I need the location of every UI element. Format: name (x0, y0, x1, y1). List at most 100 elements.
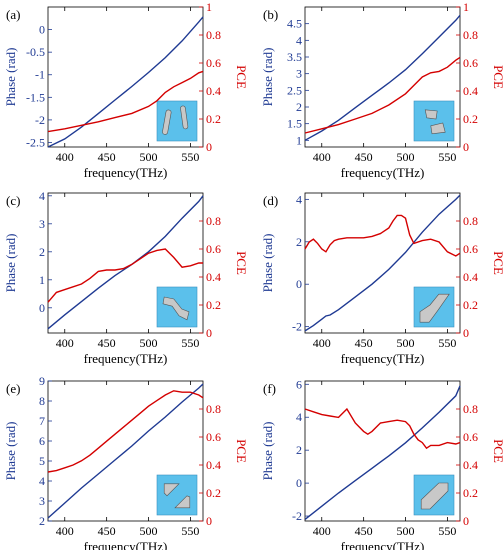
chart-panel-a: 400 450 500 550 -2.5 -2 -1.5 -1 -0.5 0 0 0.2 0.4 0.6 0… (3, 0, 249, 180)
chart-panel-c: 400 450 500 550 0 1 2 3 4 0 0.2 0.4 0.6 0.8 (c) frequen… (3, 189, 249, 366)
x-tick-label: 450 (98, 524, 116, 538)
s-bar-icon (156, 286, 198, 328)
x-tick-label: 450 (355, 524, 373, 538)
pce-series-line (47, 248, 203, 303)
panel-label: (c) (6, 193, 20, 208)
x-tick-label: 400 (313, 524, 331, 538)
y-left-tick-label: 0 (296, 476, 302, 490)
y-left-tick-label: -2.5 (26, 135, 45, 149)
x-tick-label: 500 (140, 150, 158, 164)
y-right-tick-label: 1 (463, 0, 469, 14)
x-tick-label: 550 (438, 336, 456, 350)
two-blocks-icon (413, 100, 455, 142)
y-right-tick-label: 0.6 (463, 56, 478, 70)
y-left-tick-label: 4 (296, 410, 302, 424)
y-right-axis-label: PCE (234, 65, 249, 89)
y-right-tick-label: 0.8 (206, 28, 221, 42)
y-left-tick-label: 2 (39, 514, 45, 528)
y-left-tick-label: 4 (39, 474, 45, 488)
y-right-axis-label: PCE (234, 439, 249, 463)
y-left-tick-label: -2 (292, 509, 302, 523)
y-left-tick-label: 3 (296, 67, 302, 81)
y-right-tick-label: 0.6 (463, 430, 478, 444)
y-right-tick-label: 0 (206, 326, 212, 340)
plot-frame (47, 380, 204, 522)
y-left-axis-label: Phase (rad) (260, 48, 275, 107)
y-right-tick-label: 0.2 (206, 486, 221, 500)
y-right-axis-label: PCE (491, 251, 503, 275)
pce-series-line (47, 70, 204, 133)
y-left-tick-label: 2 (39, 245, 45, 259)
x-axis-label: frequency(THz) (84, 351, 168, 366)
y-left-tick-label: 4 (296, 33, 302, 47)
y-left-tick-label: 4.5 (287, 17, 302, 31)
x-tick-label: 500 (140, 336, 158, 350)
x-tick-label: 400 (56, 150, 74, 164)
y-left-tick-label: 2 (296, 100, 302, 114)
y-right-tick-label: 0.4 (206, 458, 221, 472)
y-right-tick-label: 0.4 (206, 84, 221, 98)
x-tick-label: 550 (181, 336, 199, 350)
y-right-tick-label: 0.2 (206, 298, 221, 312)
x-axis-label: frequency(THz) (341, 539, 425, 550)
phase-series-line (304, 14, 461, 141)
y-left-tick-label: 1 (39, 273, 45, 287)
y-right-tick-label: 0.6 (206, 242, 221, 256)
y-right-tick-label: 0.8 (206, 402, 221, 416)
pce-series-line (304, 56, 461, 134)
y-right-tick-label: 0.2 (206, 112, 221, 126)
plot-frame (304, 380, 461, 522)
y-right-tick-label: 0 (463, 326, 469, 340)
y-right-tick-label: 0.8 (463, 28, 478, 42)
panel-label: (b) (263, 7, 278, 22)
y-left-axis-label: Phase (rad) (3, 48, 18, 107)
x-tick-label: 450 (355, 150, 373, 164)
y-left-axis-label: Phase (rad) (260, 422, 275, 481)
x-tick-label: 550 (438, 524, 456, 538)
y-left-tick-label: -2 (35, 113, 45, 127)
panel-label: (d) (263, 193, 278, 208)
x-tick-label: 450 (98, 150, 116, 164)
diagonal-bar-icon (413, 474, 455, 516)
y-right-tick-label: 0.2 (463, 112, 478, 126)
y-right-tick-label: 0.4 (463, 84, 478, 98)
y-right-axis-label: PCE (491, 439, 503, 463)
y-left-tick-label: 6 (296, 377, 302, 391)
x-tick-label: 450 (355, 336, 373, 350)
x-tick-label: 500 (397, 524, 415, 538)
y-left-tick-label: 2 (296, 443, 302, 457)
y-left-tick-label: 2 (296, 235, 302, 249)
y-right-tick-label: 0 (206, 140, 212, 154)
x-axis-label: frequency(THz) (341, 165, 425, 180)
phase-series-line (47, 16, 204, 148)
chart-panel-e: 400 450 500 550 2 3 4 5 6 7 8 9 0 0.2 0.4 0.6 0.8 (e) freq… (3, 374, 249, 550)
x-axis-label: frequency(THz) (84, 539, 168, 550)
x-axis-label: frequency(THz) (341, 351, 425, 366)
y-left-tick-label: 5 (39, 454, 45, 468)
x-axis-label: frequency(THz) (84, 165, 168, 180)
x-tick-label: 500 (397, 150, 415, 164)
chart-panel-d: 400 450 500 550 -2 0 2 4 0 0.2 0.4 0.6 0.8 (d) frequen… (260, 192, 503, 366)
phase-series-line (47, 383, 204, 519)
x-tick-label: 500 (140, 524, 158, 538)
plot-frame (304, 6, 461, 148)
y-right-tick-label: 0 (206, 514, 212, 528)
y-left-tick-label: 3 (39, 217, 45, 231)
y-left-tick-label: 4 (39, 189, 45, 203)
chart-panel-b: 400 450 500 550 1 1.5 2 2.5 3 3.5 4 4.5 0 0.2 0.4 0.6 0.… (260, 0, 503, 180)
y-right-tick-label: 0.8 (206, 214, 221, 228)
x-tick-label: 550 (438, 150, 456, 164)
y-left-tick-label: -1.5 (26, 90, 45, 104)
chart-panel-f: 400 450 500 550 -2 0 2 4 6 0 0.2 0.4 0.6 0.8 (f) freque… (260, 377, 503, 550)
y-left-tick-label: 0 (39, 23, 45, 37)
x-tick-label: 500 (397, 336, 415, 350)
x-tick-label: 550 (181, 524, 199, 538)
y-right-tick-label: 0.2 (463, 298, 478, 312)
y-right-axis-label: PCE (491, 65, 503, 89)
y-left-tick-label: -1 (35, 68, 45, 82)
y-left-axis-label: Phase (rad) (3, 234, 18, 293)
y-left-tick-label: 1.5 (287, 117, 302, 131)
y-right-tick-label: 0 (463, 514, 469, 528)
y-left-tick-label: 6 (39, 434, 45, 448)
